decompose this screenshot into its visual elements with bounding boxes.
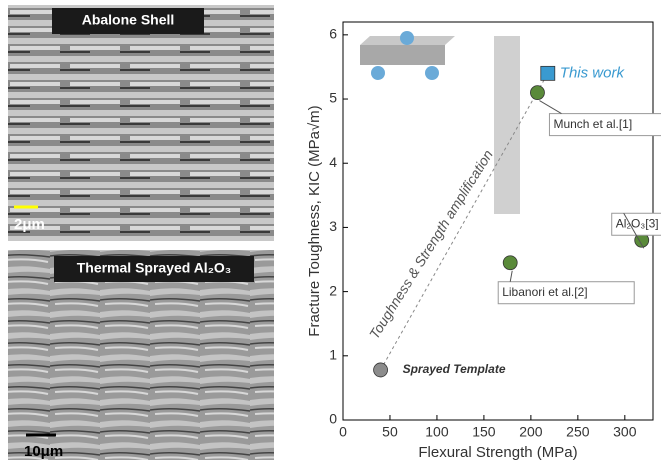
y-tick-label: 0 xyxy=(329,411,337,427)
panel-label: Thermal Sprayed Al₂O₃ xyxy=(77,260,232,276)
x-tick-label: 100 xyxy=(425,424,449,440)
panel-top: Abalone Shell 2μm xyxy=(8,5,274,241)
point-label: Libanori et al.[2] xyxy=(502,285,587,299)
x-tick-label: 200 xyxy=(519,424,543,440)
panel-bottom: Thermal Sprayed Al₂O₃ 10μm xyxy=(8,250,274,460)
point xyxy=(503,256,517,270)
x-tick-label: 50 xyxy=(382,424,398,440)
x-tick-label: 0 xyxy=(339,424,347,440)
point xyxy=(541,66,555,80)
y-tick-label: 3 xyxy=(329,218,337,234)
point-label: This work xyxy=(560,64,626,81)
point xyxy=(530,86,544,100)
chart: 0 50 100 150 200 250 300 0 1 2 3 4 5 6 Flexural Streng… xyxy=(306,22,661,461)
scale-label: 2μm xyxy=(14,216,45,233)
page: Abalone Shell 2μm Thermal Sprayed Al₂O₃ … xyxy=(0,0,661,470)
point-label: Al₂O₃[3] xyxy=(616,216,659,230)
x-tick-label: 150 xyxy=(472,424,496,440)
x-tick-label: 300 xyxy=(613,424,637,440)
micrograph xyxy=(8,5,274,241)
x-tick-label: 250 xyxy=(566,424,590,440)
label-pointer xyxy=(510,271,512,282)
y-tick-label: 1 xyxy=(329,347,337,363)
label-pointer xyxy=(539,101,561,114)
point-label: Munch et al.[1] xyxy=(553,117,632,131)
x-axis-label: Flexural Strength (MPa) xyxy=(418,444,577,461)
y-tick-label: 2 xyxy=(329,282,337,298)
point xyxy=(374,363,388,377)
y-axis-label: Fracture Toughness, KIC (MPa√m) xyxy=(306,105,323,336)
point-label: Sprayed Template xyxy=(403,362,506,376)
range-band xyxy=(494,36,520,214)
y-tick-label: 6 xyxy=(329,26,337,42)
figure: Abalone Shell 2μm Thermal Sprayed Al₂O₃ … xyxy=(0,0,661,465)
y-tick-label: 4 xyxy=(329,154,337,170)
panel-label: Abalone Shell xyxy=(82,12,175,28)
amplification-line xyxy=(381,73,548,370)
annotation: Toughness & Strength amplification xyxy=(366,147,496,342)
scale-label: 10μm xyxy=(24,443,63,460)
bending-icon xyxy=(360,31,455,80)
y-tick-label: 5 xyxy=(329,90,337,106)
